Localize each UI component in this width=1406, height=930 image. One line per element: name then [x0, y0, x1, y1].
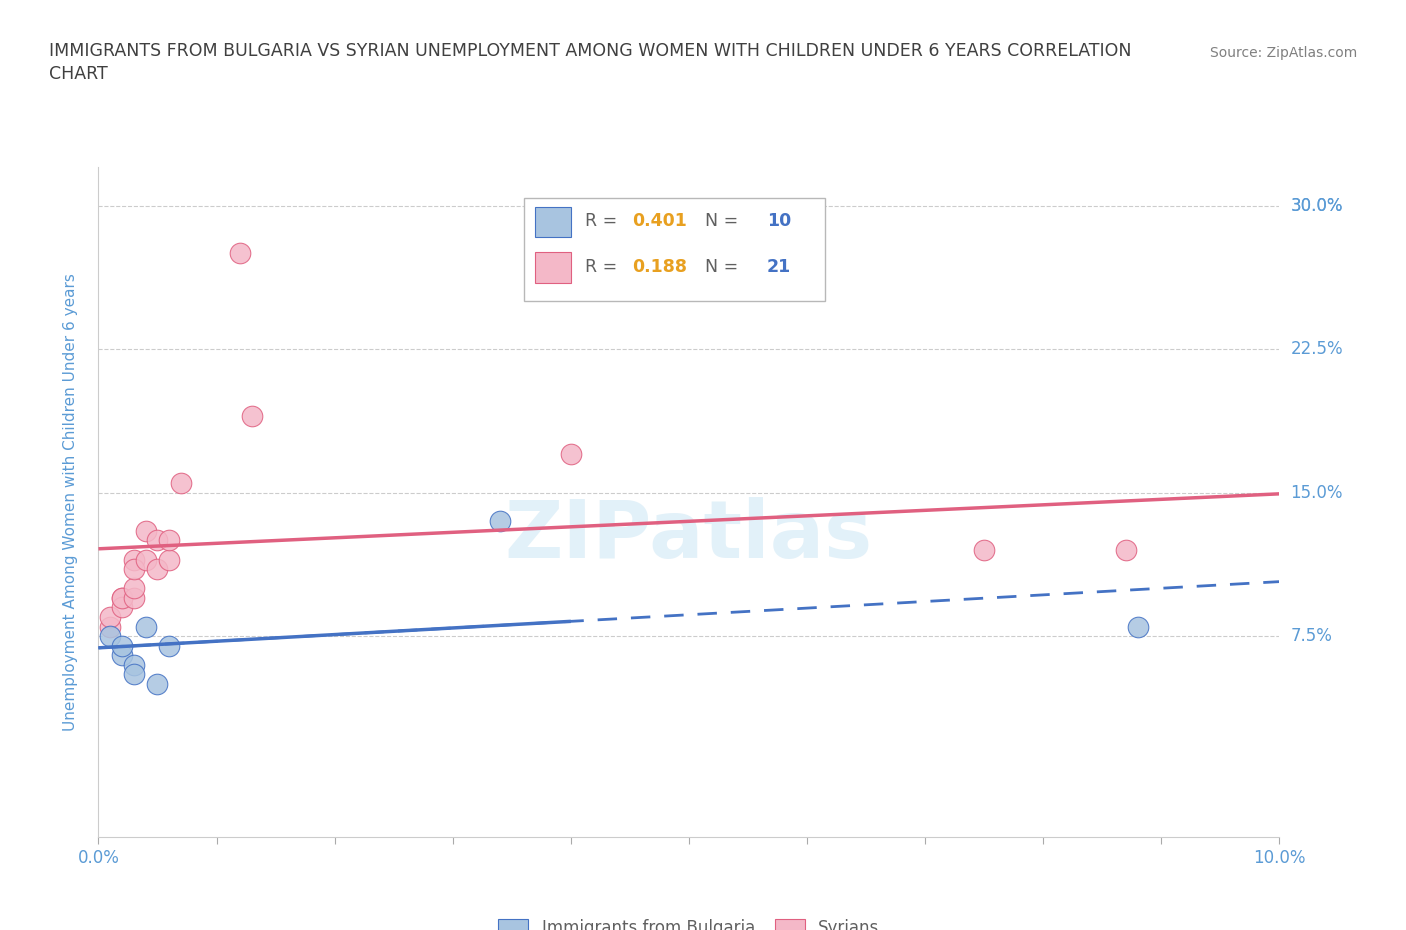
- Text: Source: ZipAtlas.com: Source: ZipAtlas.com: [1209, 46, 1357, 60]
- Text: 10: 10: [766, 212, 792, 231]
- Point: [111, 638, 134, 653]
- Point: [135, 619, 157, 634]
- Point: [98, 619, 121, 634]
- Point: [973, 542, 995, 557]
- Point: [157, 533, 180, 548]
- Point: [135, 552, 157, 567]
- Text: 15.0%: 15.0%: [1291, 484, 1343, 501]
- Text: N =: N =: [706, 258, 744, 276]
- Point: [111, 600, 134, 615]
- Text: IMMIGRANTS FROM BULGARIA VS SYRIAN UNEMPLOYMENT AMONG WOMEN WITH CHILDREN UNDER : IMMIGRANTS FROM BULGARIA VS SYRIAN UNEMP…: [49, 42, 1132, 60]
- Y-axis label: Unemployment Among Women with Children Under 6 years: Unemployment Among Women with Children U…: [63, 273, 77, 731]
- Text: 0.188: 0.188: [633, 258, 688, 276]
- Legend: Immigrants from Bulgaria, Syrians: Immigrants from Bulgaria, Syrians: [492, 912, 886, 930]
- Text: 0.401: 0.401: [633, 212, 688, 231]
- Point: [122, 581, 145, 596]
- FancyBboxPatch shape: [536, 206, 571, 237]
- Point: [98, 629, 121, 644]
- Point: [146, 562, 169, 577]
- Point: [146, 533, 169, 548]
- Point: [170, 475, 193, 490]
- Point: [111, 591, 134, 605]
- Point: [240, 408, 263, 423]
- Point: [157, 552, 180, 567]
- Text: N =: N =: [706, 212, 744, 231]
- Point: [1115, 542, 1137, 557]
- Point: [122, 667, 145, 682]
- Text: 30.0%: 30.0%: [1291, 196, 1343, 215]
- Point: [122, 591, 145, 605]
- Text: CHART: CHART: [49, 65, 108, 83]
- Text: R =: R =: [585, 258, 623, 276]
- Text: 30.0%: 30.0%: [1291, 196, 1343, 215]
- Text: 21: 21: [766, 258, 792, 276]
- Text: ZIPatlas: ZIPatlas: [505, 497, 873, 575]
- Point: [135, 524, 157, 538]
- Point: [560, 447, 582, 462]
- Point: [1126, 619, 1149, 634]
- Point: [157, 638, 180, 653]
- Point: [122, 562, 145, 577]
- Text: 7.5%: 7.5%: [1291, 627, 1333, 645]
- Text: 22.5%: 22.5%: [1291, 340, 1343, 358]
- Point: [489, 514, 512, 529]
- Point: [98, 609, 121, 624]
- Point: [146, 676, 169, 691]
- Point: [122, 552, 145, 567]
- Point: [229, 246, 252, 261]
- Point: [111, 648, 134, 663]
- Point: [122, 658, 145, 672]
- FancyBboxPatch shape: [536, 252, 571, 283]
- Point: [111, 591, 134, 605]
- Text: R =: R =: [585, 212, 623, 231]
- FancyBboxPatch shape: [523, 197, 825, 301]
